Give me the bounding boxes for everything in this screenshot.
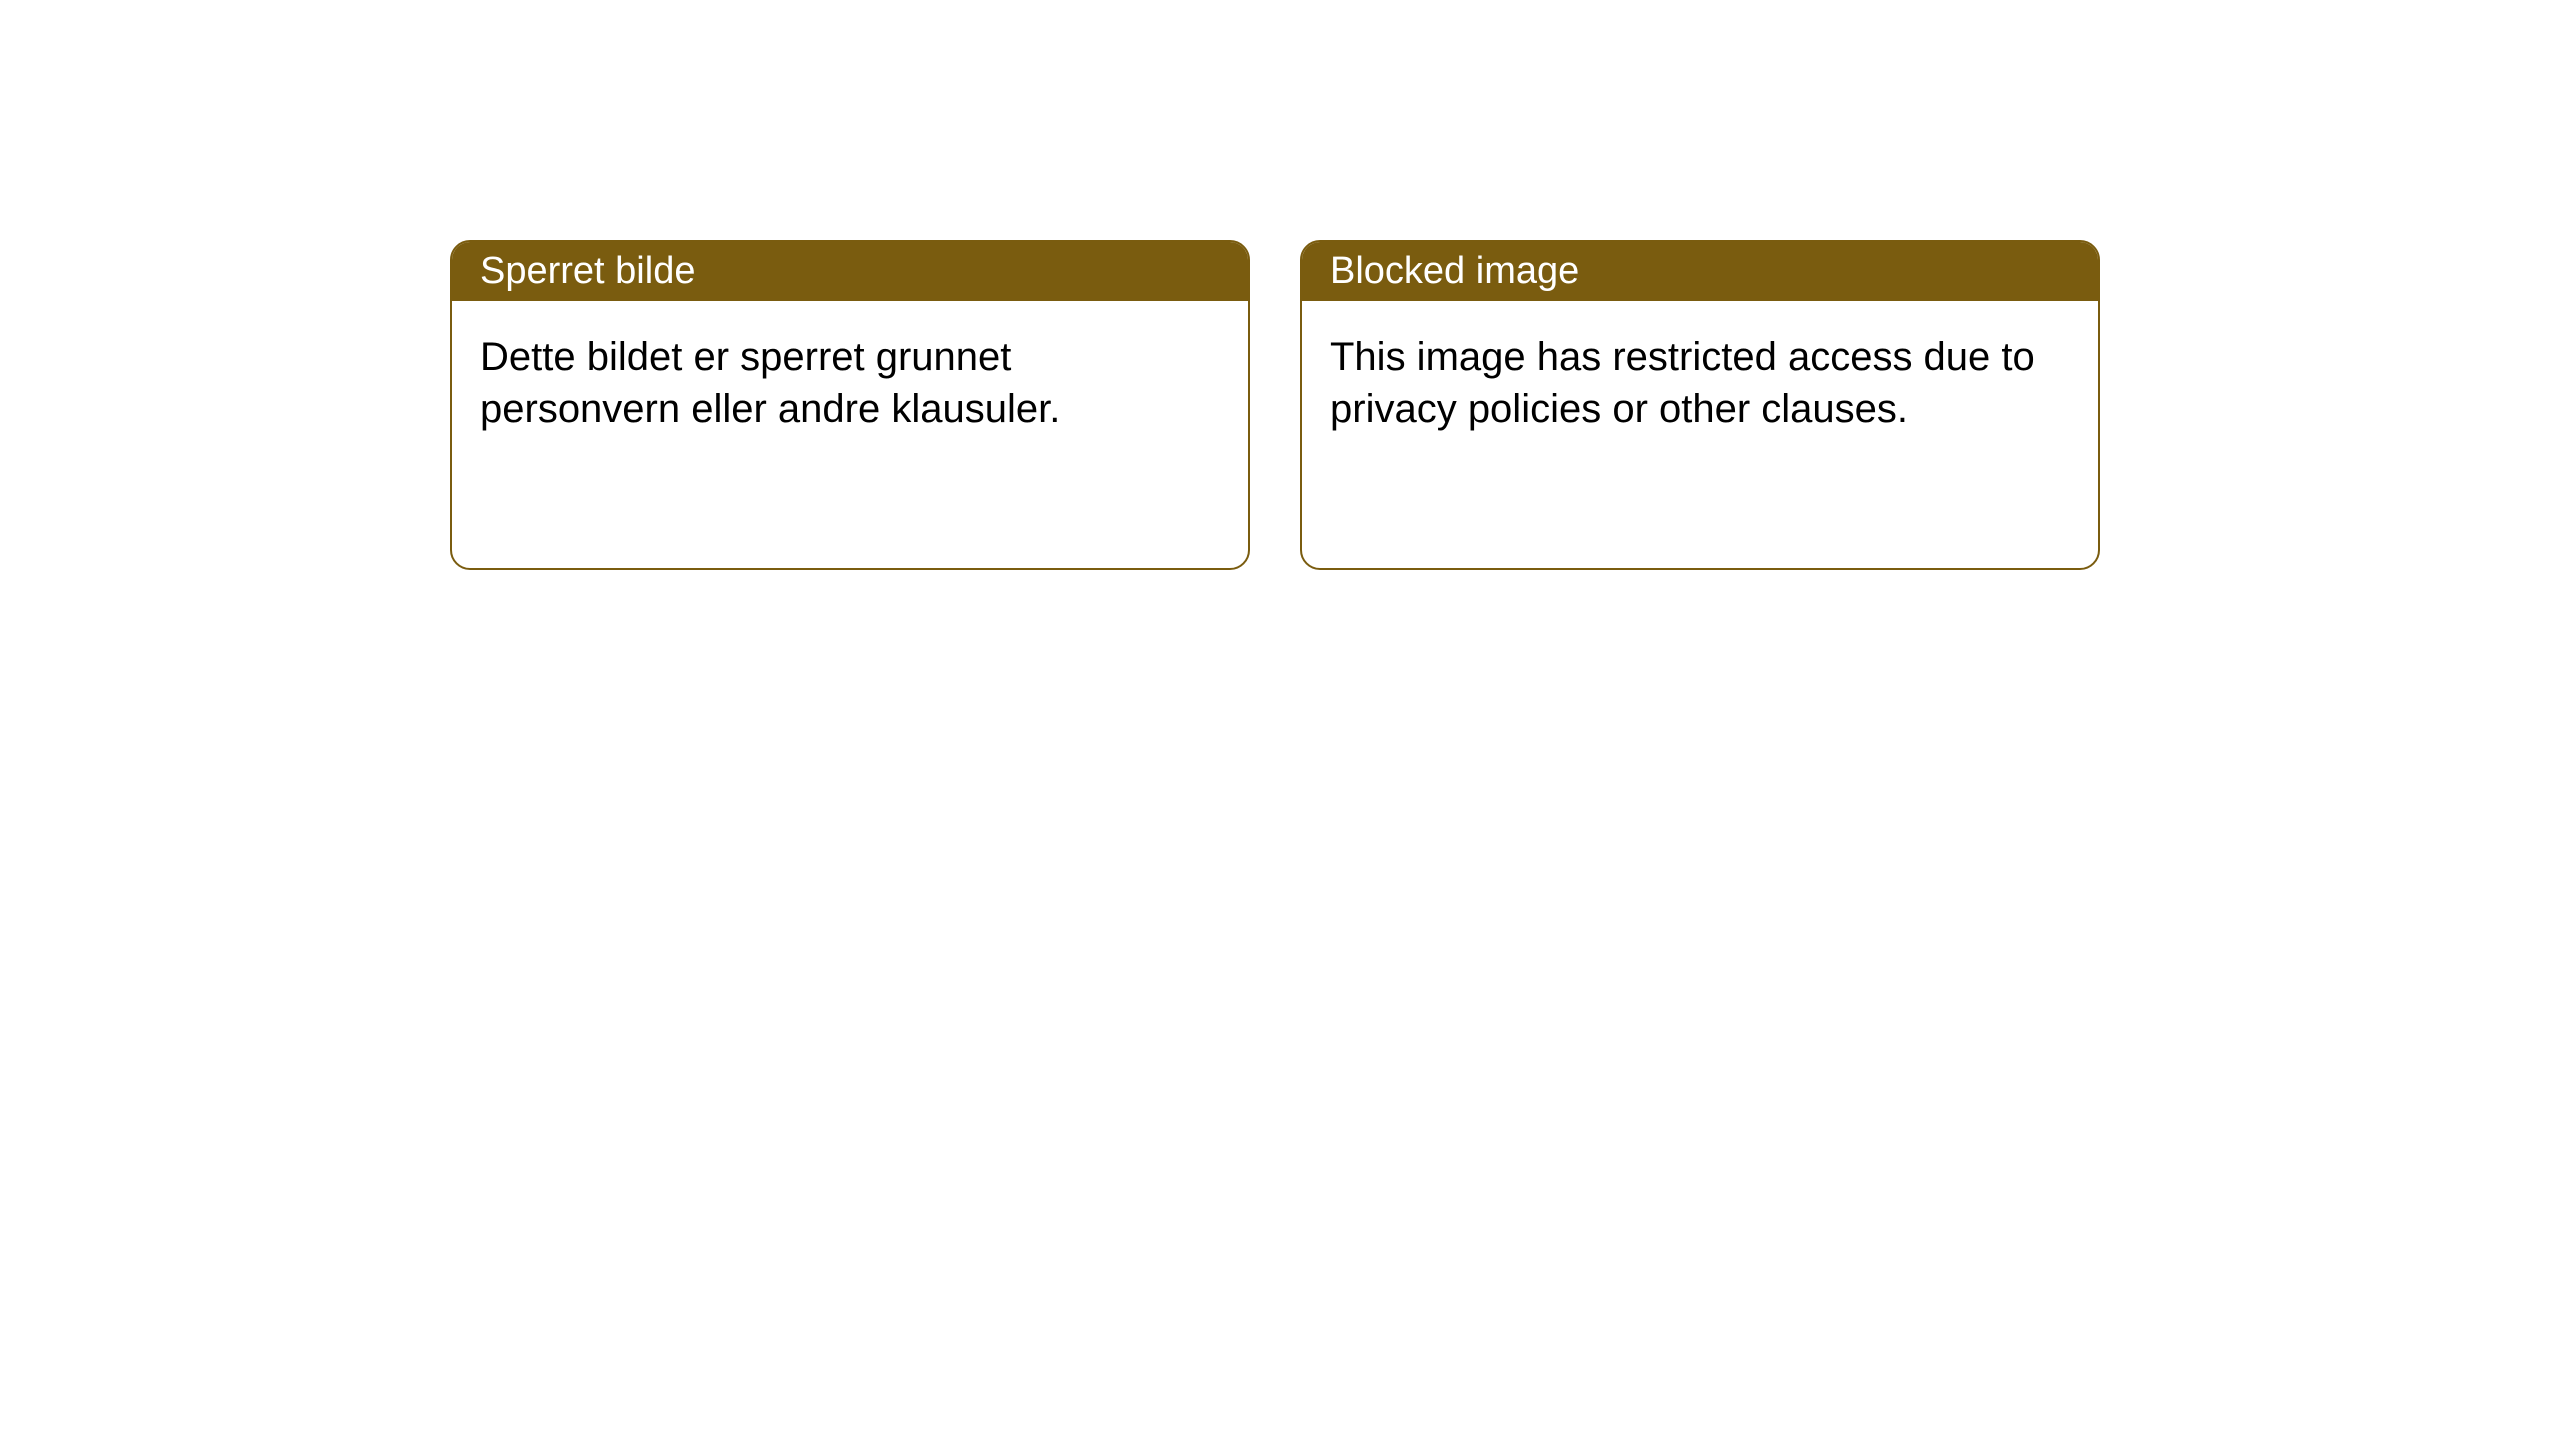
notice-card-english: Blocked image This image has restricted … xyxy=(1300,240,2100,570)
notice-card-norwegian: Sperret bilde Dette bildet er sperret gr… xyxy=(450,240,1250,570)
notice-header: Blocked image xyxy=(1302,242,2098,301)
notice-container: Sperret bilde Dette bildet er sperret gr… xyxy=(0,0,2560,570)
notice-body: This image has restricted access due to … xyxy=(1302,301,2098,465)
notice-header: Sperret bilde xyxy=(452,242,1248,301)
notice-body: Dette bildet er sperret grunnet personve… xyxy=(452,301,1248,465)
